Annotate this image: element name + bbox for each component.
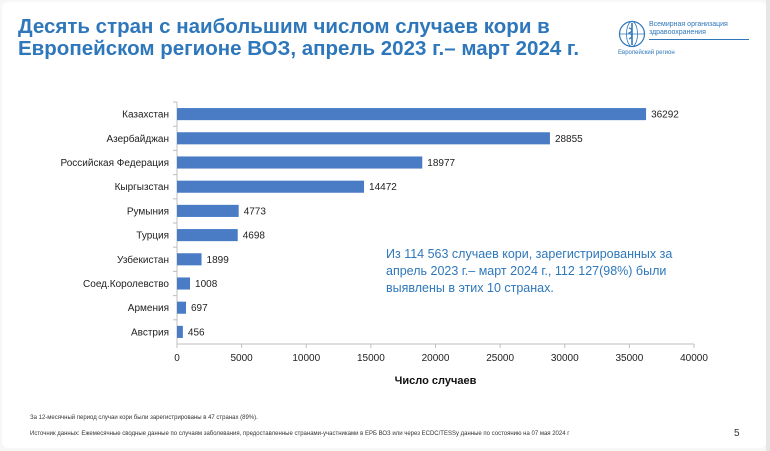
x-tick-label: 40000 — [680, 353, 708, 364]
data-label: 36292 — [651, 110, 679, 121]
data-label: 697 — [191, 303, 208, 314]
slide-title: Десять стран с наибольшим числом случаев… — [18, 15, 580, 60]
category-label: Соед.Королевство — [83, 279, 169, 290]
data-label: 14472 — [369, 182, 397, 193]
data-label: 456 — [188, 327, 205, 338]
who-emblem-icon — [618, 20, 646, 48]
bar — [177, 301, 187, 314]
category-label: Австрия — [131, 327, 169, 338]
data-label: 28855 — [555, 134, 583, 145]
bar — [177, 132, 550, 145]
data-label: 1899 — [207, 255, 230, 266]
x-tick-label: 10000 — [292, 353, 320, 364]
x-tick-label: 25000 — [486, 353, 514, 364]
x-tick-label: 15000 — [357, 353, 385, 364]
category-label: Азербайджан — [106, 133, 169, 145]
category-label: Казахстан — [122, 110, 169, 121]
bar — [177, 156, 423, 169]
data-label: 4698 — [243, 231, 266, 242]
bar — [177, 229, 238, 242]
right-edge-shadow — [766, 0, 770, 451]
category-label: Российская Федерация — [60, 158, 169, 169]
bar — [177, 108, 647, 121]
data-label: 4773 — [244, 206, 267, 217]
category-label: Румыния — [127, 206, 169, 217]
bar — [177, 325, 183, 338]
bar — [177, 277, 191, 290]
who-logo-name: Всемирная организация здравоохранения — [649, 21, 728, 36]
who-logo: Всемирная организация здравоохранения Ев… — [618, 18, 758, 58]
data-source-note: Источник данных: Ежемесячные сводные дан… — [30, 431, 570, 437]
callout-summary: Из 114 563 случаев кори, зарегистрирован… — [386, 247, 673, 295]
category-label: Турция — [136, 231, 169, 242]
who-logo-region: Европейский регион — [618, 50, 675, 56]
page-number: 5 — [734, 428, 740, 439]
x-axis-title: Число случаев — [395, 375, 477, 387]
x-tick-label: 30000 — [551, 353, 579, 364]
logo-divider — [649, 39, 749, 40]
data-label: 1008 — [195, 279, 218, 290]
category-label: Узбекистан — [117, 254, 169, 266]
footnote: За 12-месячный период случаи кори были з… — [30, 415, 258, 421]
bar — [177, 204, 239, 217]
category-label: Кыргызстан — [115, 182, 169, 193]
x-tick-label: 20000 — [422, 353, 450, 364]
bar — [177, 253, 202, 266]
category-label: Армения — [128, 303, 169, 314]
x-tick-label: 35000 — [615, 353, 643, 364]
data-label: 18977 — [427, 158, 455, 169]
x-tick-label: 0 — [174, 353, 180, 364]
x-tick-label: 5000 — [231, 353, 254, 364]
bar — [177, 180, 365, 193]
